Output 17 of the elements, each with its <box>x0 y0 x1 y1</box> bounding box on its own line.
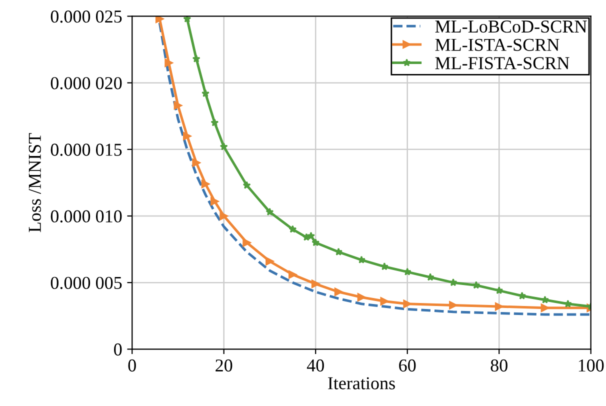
legend-label: ML-LoBCoD-SCRN <box>435 20 587 33</box>
legend-label: ML-FISTA-SCRN <box>435 57 570 70</box>
x-tick-label: 40 <box>306 359 324 372</box>
y-tick-label: 0.000 010 <box>50 210 122 223</box>
x-tick-label: 80 <box>490 359 508 372</box>
legend-label: ML-ISTA-SCRN <box>435 38 560 51</box>
x-tick-label: 20 <box>216 359 232 372</box>
y-tick-label: 0.000 025 <box>50 10 122 23</box>
y-tick-label: 0 <box>114 343 122 356</box>
y-axis-title: Loss /MNIST <box>28 133 41 232</box>
x-axis-title: Iterations <box>328 377 395 390</box>
y-tick-label: 0.000 005 <box>50 276 122 290</box>
x-tick-label: 60 <box>399 359 416 372</box>
x-tick-label: 100 <box>578 359 604 372</box>
y-tick-label: 0.000 020 <box>50 77 122 90</box>
y-tick-label: 0.000 015 <box>50 144 122 156</box>
x-tick-label: 0 <box>128 359 136 372</box>
